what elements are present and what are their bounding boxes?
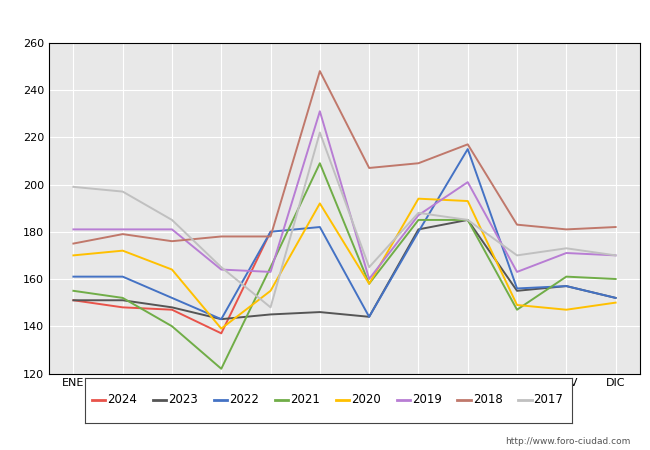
Text: 2024: 2024 <box>107 393 137 406</box>
Text: http://www.foro-ciudad.com: http://www.foro-ciudad.com <box>505 437 630 446</box>
Text: 2017: 2017 <box>534 393 564 406</box>
Text: 2019: 2019 <box>411 393 441 406</box>
Text: Afiliados en Maluenda a 31/5/2024: Afiliados en Maluenda a 31/5/2024 <box>181 12 469 31</box>
Text: 2020: 2020 <box>351 393 380 406</box>
Text: 2023: 2023 <box>168 393 198 406</box>
Text: 2021: 2021 <box>290 393 320 406</box>
Text: 2018: 2018 <box>473 393 502 406</box>
Text: 2022: 2022 <box>229 393 259 406</box>
